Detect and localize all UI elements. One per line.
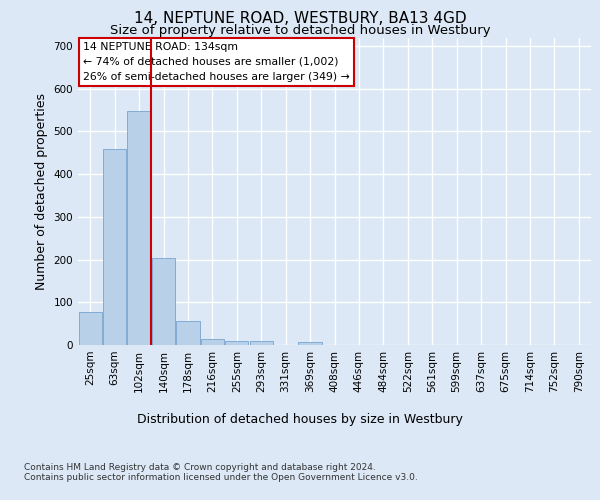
- Y-axis label: Number of detached properties: Number of detached properties: [35, 93, 48, 290]
- Bar: [152, 258, 175, 345]
- Bar: [250, 340, 273, 345]
- Text: 14, NEPTUNE ROAD, WESTBURY, BA13 4GD: 14, NEPTUNE ROAD, WESTBURY, BA13 4GD: [134, 11, 466, 26]
- Text: Size of property relative to detached houses in Westbury: Size of property relative to detached ho…: [110, 24, 490, 37]
- Bar: [225, 340, 248, 345]
- Text: 14 NEPTUNE ROAD: 134sqm
← 74% of detached houses are smaller (1,002)
26% of semi: 14 NEPTUNE ROAD: 134sqm ← 74% of detache…: [83, 42, 350, 82]
- Bar: [298, 342, 322, 345]
- Bar: [103, 148, 126, 345]
- Text: Distribution of detached houses by size in Westbury: Distribution of detached houses by size …: [137, 412, 463, 426]
- Text: Contains HM Land Registry data © Crown copyright and database right 2024.
Contai: Contains HM Land Registry data © Crown c…: [24, 462, 418, 482]
- Bar: [176, 320, 200, 345]
- Bar: [127, 111, 151, 345]
- Bar: [201, 338, 224, 345]
- Bar: [79, 312, 102, 345]
